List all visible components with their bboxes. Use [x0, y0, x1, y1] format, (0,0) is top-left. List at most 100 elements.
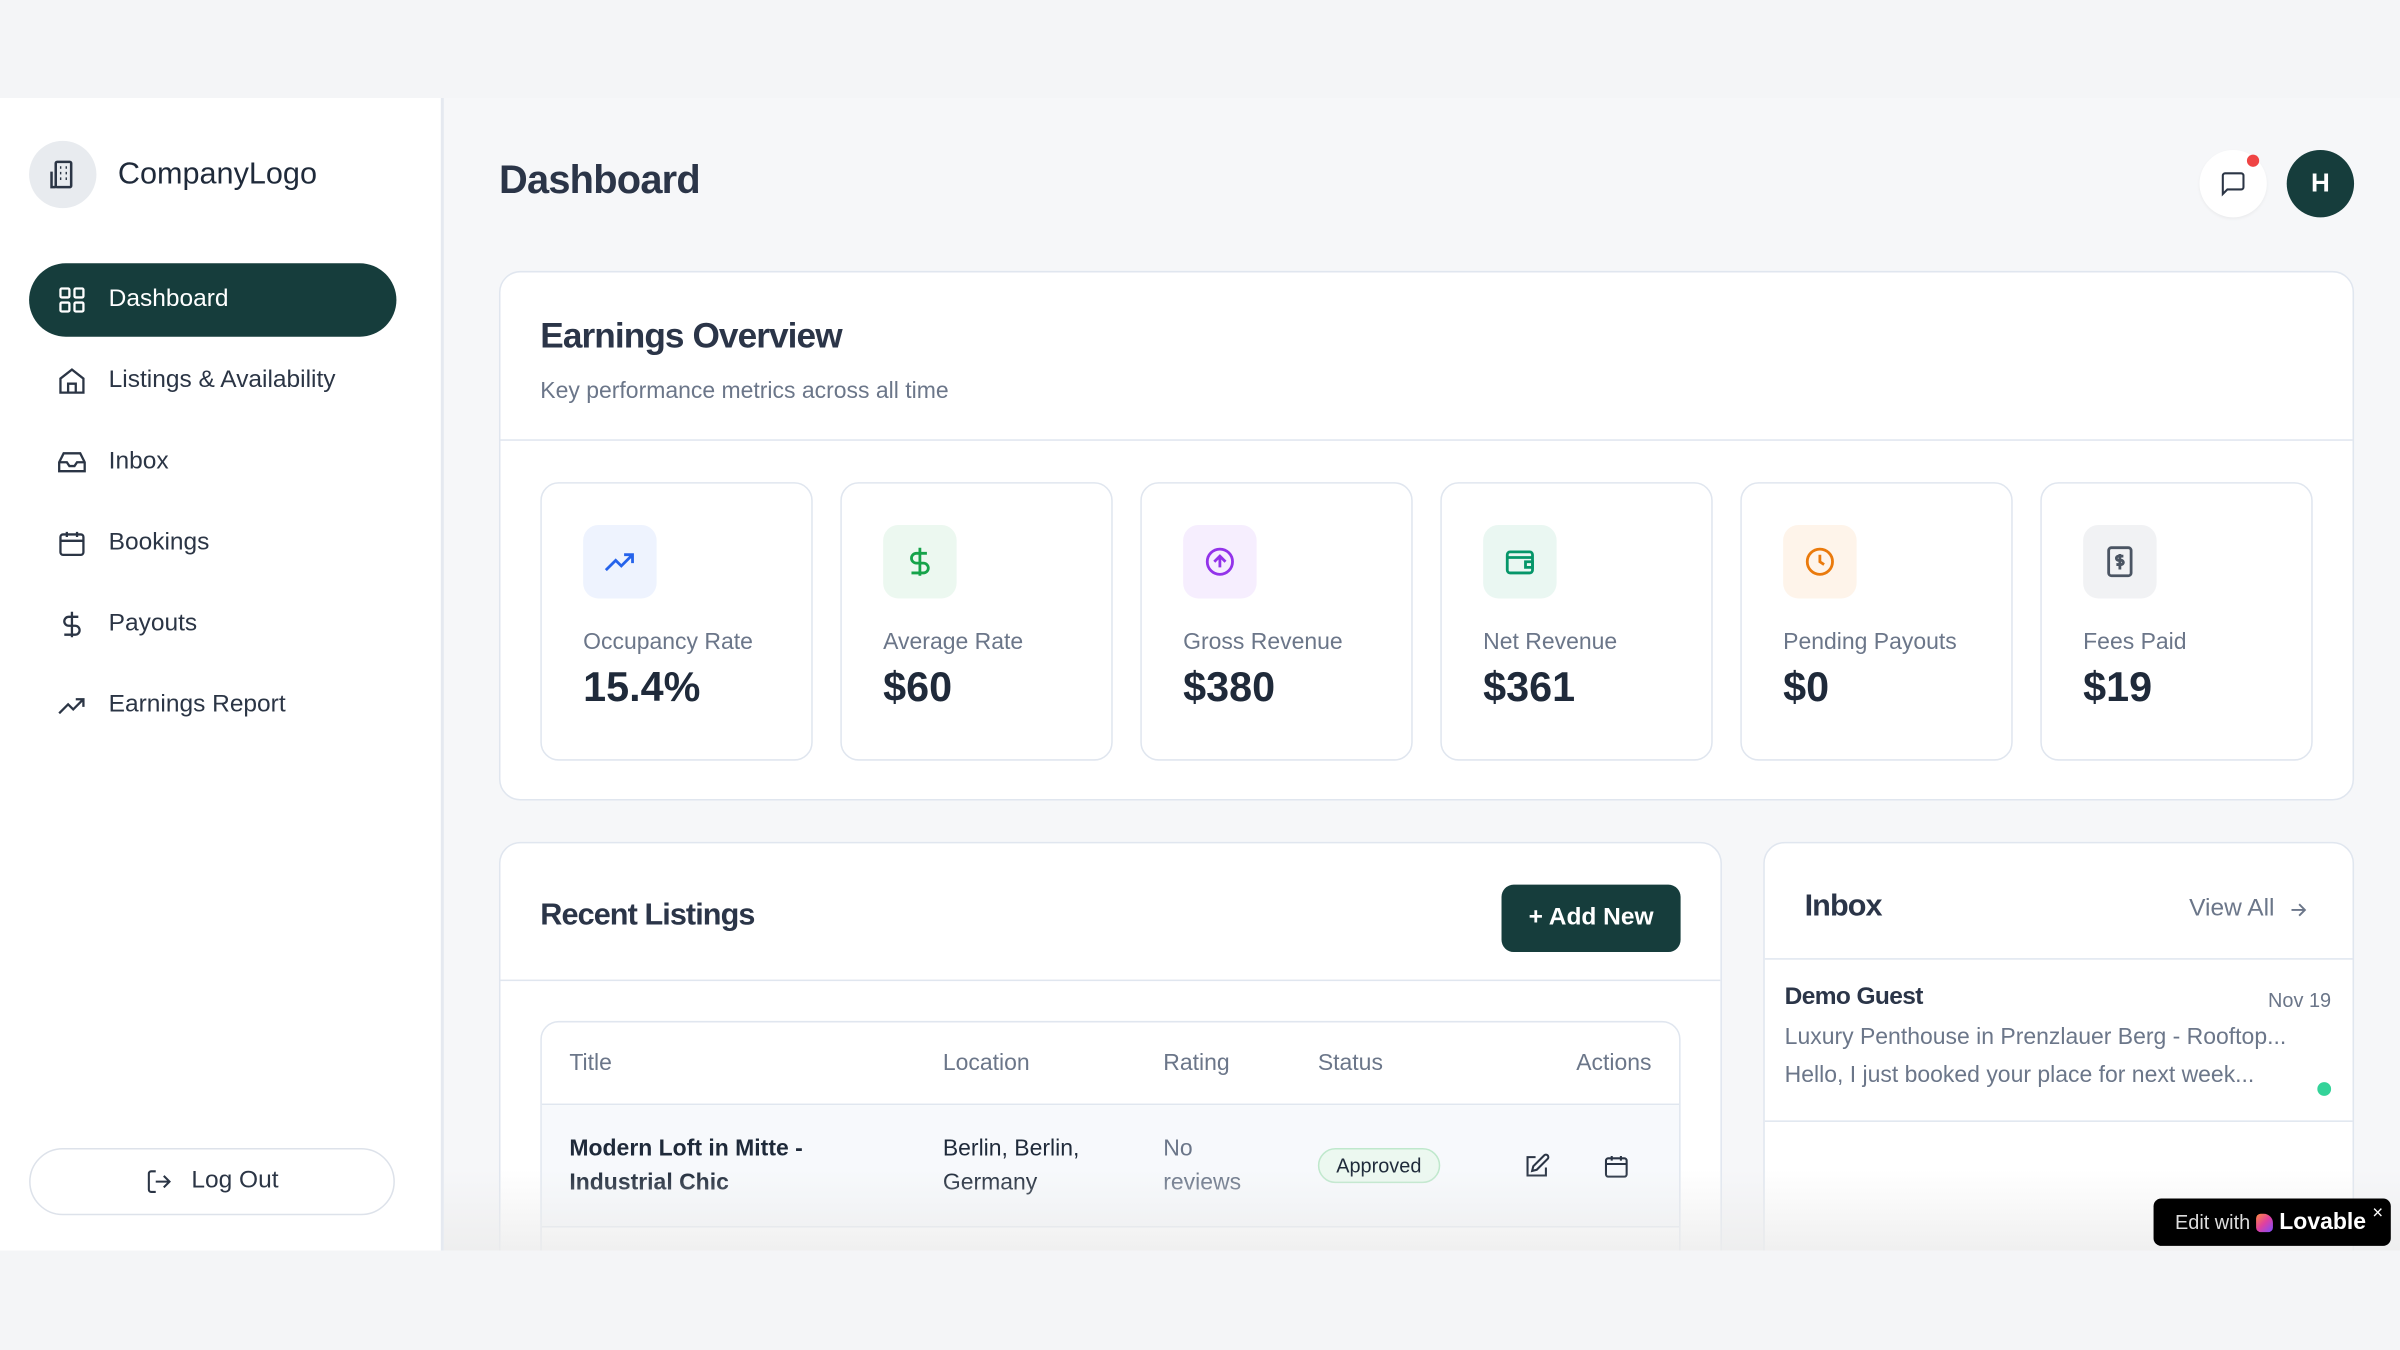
metric-card: Occupancy Rate 15.4%	[540, 482, 813, 761]
message-listing: Luxury Penthouse in Prenzlauer Berg - Ro…	[1784, 1023, 2287, 1050]
earnings-overview-card: Earnings Overview Key performance metric…	[498, 270, 2355, 801]
sidebar: CompanyLogo Dashboard Listings & Availab…	[0, 97, 444, 1251]
dollar-icon	[63, 611, 81, 638]
metric-value: $380	[1183, 664, 1276, 711]
lovable-logo-icon	[2256, 1213, 2274, 1232]
column-actions: Actions	[1576, 1049, 1652, 1077]
trending-up-icon	[583, 524, 657, 599]
add-new-button[interactable]: + Add New	[1501, 884, 1681, 953]
message-date: Nov 19	[2268, 988, 2332, 1012]
listings-title: Recent Listings	[540, 898, 755, 933]
sidebar-item-label: Bookings	[108, 529, 210, 556]
listings-table: Title Location Rating Status Actions Mod…	[540, 1020, 1681, 1251]
rating-line: No	[1163, 1135, 1193, 1162]
sidebar-item-label: Earnings Report	[108, 691, 286, 718]
trending-up-icon	[58, 698, 85, 715]
sidebar-item-label: Dashboard	[108, 286, 229, 313]
earnings-title: Earnings Overview	[540, 315, 842, 356]
logout-button[interactable]: Log Out	[29, 1147, 395, 1216]
calendar-icon	[1604, 1155, 1628, 1178]
message-preview: Hello, I just booked your place for next…	[1784, 1062, 2255, 1089]
inbox-title: Inbox	[1804, 889, 1883, 923]
sidebar-item-label: Listings & Availability	[108, 367, 336, 394]
view-all-link[interactable]: View All	[2189, 895, 2310, 923]
arrow-up-circle-icon	[1183, 524, 1257, 599]
edit-with-lovable-badge[interactable]: Edit with Lovable ×	[2153, 1198, 2391, 1246]
column-location: Location	[942, 1049, 1030, 1077]
metric-label: Pending Payouts	[1783, 629, 1957, 656]
location-line: Berlin, Berlin,	[942, 1135, 1080, 1162]
location-line: Germany	[942, 1169, 1038, 1196]
home-icon	[59, 368, 85, 394]
metric-card: Average Rate $60	[840, 482, 1113, 761]
page-title: Dashboard	[498, 156, 701, 203]
clock-icon	[1783, 524, 1857, 599]
sidebar-item-inbox[interactable]: Inbox	[29, 426, 396, 499]
grid-icon	[59, 287, 85, 313]
badge-prefix: Edit with	[2174, 1210, 2251, 1234]
rating-line: reviews	[1163, 1169, 1242, 1196]
metric-label: Gross Revenue	[1183, 629, 1343, 656]
sidebar-item-bookings[interactable]: Bookings	[29, 507, 396, 580]
metric-card: Pending Payouts $0	[1740, 482, 2013, 761]
sidebar-item-label: Payouts	[108, 610, 198, 637]
logo-text: CompanyLogo	[117, 156, 317, 191]
sidebar-item-listings[interactable]: Listings & Availability	[29, 344, 396, 417]
metric-label: Net Revenue	[1483, 629, 1618, 656]
sender-name: Demo Guest	[1784, 984, 1924, 1011]
edit-icon	[1526, 1153, 1550, 1177]
column-title: Title	[569, 1049, 612, 1077]
unread-dot	[2317, 1082, 2332, 1096]
sidebar-item-earnings-report[interactable]: Earnings Report	[29, 669, 396, 742]
edit-button[interactable]	[1523, 1153, 1551, 1187]
metric-value: $19	[2083, 664, 2153, 711]
metric-value: 15.4%	[583, 664, 701, 711]
inbox-card: Inbox View All Demo Guest Nov 19 Luxury …	[1763, 841, 2355, 1251]
metric-value: $60	[883, 664, 953, 711]
listing-location: Berlin, Berlin, Germany	[943, 1133, 1080, 1200]
calendar-button[interactable]	[1603, 1153, 1631, 1187]
messages-button[interactable]	[2199, 149, 2267, 218]
table-row[interactable]: Modern Loft in Mitte - Industrial Chic Be…	[541, 1105, 1680, 1228]
sidebar-item-label: Inbox	[108, 448, 169, 475]
listing-title-line: Industrial Chic	[569, 1169, 729, 1196]
logout-label: Log Out	[191, 1167, 279, 1194]
metric-card: Net Revenue $361	[1440, 482, 1713, 761]
listing-rating: No reviews	[1163, 1133, 1241, 1200]
message-square-icon	[2221, 172, 2245, 197]
arrow-right-icon	[2291, 902, 2307, 916]
wallet-icon	[1483, 524, 1557, 599]
badge-brand: Lovable	[2279, 1209, 2367, 1236]
listing-title-line: Modern Loft in Mitte -	[569, 1135, 803, 1162]
company-logo[interactable]: CompanyLogo	[29, 140, 317, 209]
metric-label: Fees Paid	[2083, 629, 2187, 656]
close-icon[interactable]: ×	[2372, 1201, 2384, 1223]
metric-label: Average Rate	[883, 629, 1024, 656]
metric-value: $0	[1783, 664, 1830, 711]
logout-icon	[147, 1170, 172, 1193]
sidebar-item-payouts[interactable]: Payouts	[29, 588, 396, 661]
listing-title: Modern Loft in Mitte - Industrial Chic	[569, 1133, 802, 1200]
status-badge: Approved	[1317, 1147, 1440, 1184]
sidebar-nav: Dashboard Listings & Availability Inbox …	[29, 263, 397, 750]
view-all-label: View All	[2189, 895, 2275, 922]
receipt-icon	[2083, 524, 2157, 599]
metric-card: Gross Revenue $380	[1140, 482, 1413, 761]
inbox-icon	[58, 452, 86, 473]
metrics-row: Occupancy Rate 15.4% Average Rate $60 Gr…	[501, 441, 2353, 799]
metric-value: $361	[1483, 664, 1576, 711]
table-header: Title Location Rating Status Actions	[541, 1022, 1680, 1106]
notification-dot	[2246, 154, 2260, 167]
calendar-icon	[59, 531, 85, 556]
inbox-message[interactable]: Demo Guest Nov 19 Luxury Penthouse in Pr…	[1764, 960, 2353, 1122]
column-status: Status	[1317, 1049, 1383, 1077]
metric-label: Occupancy Rate	[583, 629, 753, 656]
building-icon	[29, 140, 97, 209]
recent-listings-card: Recent Listings + Add New Title Location…	[498, 841, 1722, 1251]
sidebar-item-dashboard[interactable]: Dashboard	[29, 263, 397, 337]
earnings-subtitle: Key performance metrics across all time	[540, 378, 949, 405]
metric-card: Fees Paid $19	[2040, 482, 2313, 761]
dollar-icon	[883, 524, 957, 599]
column-rating: Rating	[1163, 1049, 1230, 1077]
avatar[interactable]: H	[2286, 149, 2355, 218]
